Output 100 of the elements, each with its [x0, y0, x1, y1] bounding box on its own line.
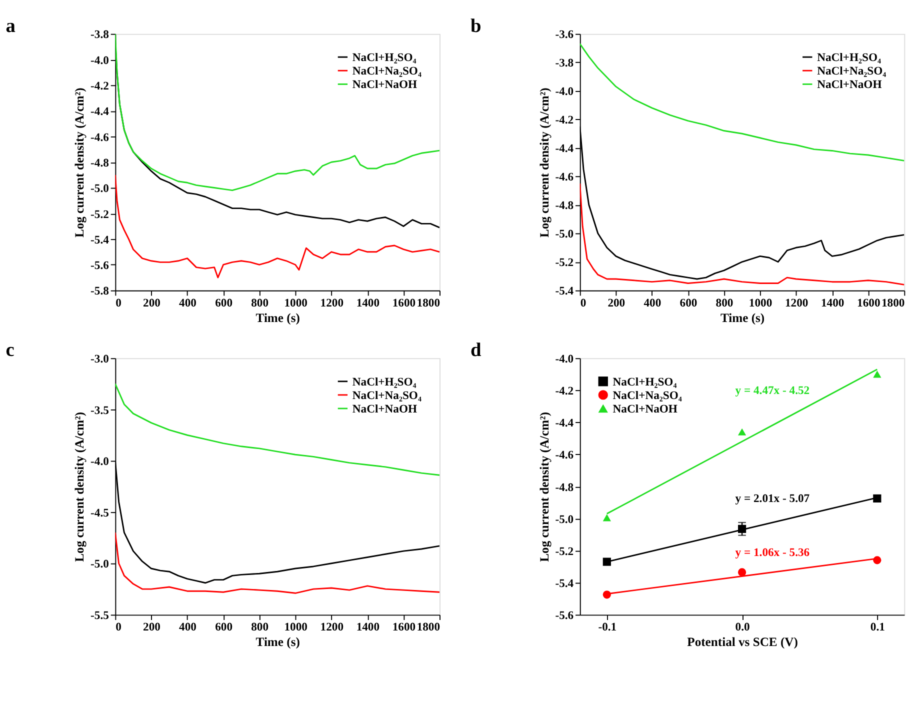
x-tick-label: 1600: [392, 296, 416, 310]
y-tick-label: -4.8: [555, 480, 574, 494]
y-tick-label: -4.2: [555, 384, 574, 398]
legend-label: NaCl+H₂SO₄: [352, 375, 417, 388]
y-tick-label: -4.8: [555, 199, 574, 212]
y-tick-label: -3.6: [555, 28, 574, 42]
x-tick-label: 400: [644, 296, 662, 310]
series-label: y = 2.01x - 5.07: [735, 492, 810, 506]
y-tick-label: -5.0: [555, 512, 574, 526]
y-tick-label: -4.2: [555, 114, 574, 127]
y-tick-label: -5.4: [555, 284, 574, 298]
line-series: [580, 43, 904, 162]
x-tick-label: 200: [143, 620, 161, 634]
x-tick-label: 0: [580, 296, 586, 310]
x-tick-label: 1600: [392, 620, 416, 634]
y-tick-label: -3.5: [90, 404, 110, 417]
y-axis-title: Log current density (A/cm²): [72, 412, 87, 562]
y-tick-label: -4.6: [555, 170, 574, 184]
line-series: [115, 532, 440, 594]
y-tick-label: -5.5: [90, 609, 110, 622]
point: [873, 556, 882, 564]
x-tick-label: 600: [680, 296, 698, 310]
x-tick-label: 1400: [821, 296, 844, 310]
point: [738, 568, 746, 576]
x-tick-label: 400: [179, 620, 197, 634]
chart-title: c: [6, 340, 15, 362]
x-tick-label: 200: [143, 296, 161, 310]
y-tick-label: -3.0: [90, 352, 110, 366]
y-tick-label: -4.4: [555, 142, 574, 156]
y-tick-label: -4.4: [90, 105, 110, 118]
x-tick-label: 800: [251, 620, 269, 634]
y-axis-title: Log current density (A/cm²): [537, 88, 552, 238]
x-tick-label: 1200: [784, 296, 808, 310]
line-series: [115, 174, 440, 278]
y-tick-label: -5.0: [90, 558, 110, 571]
chart-title: d: [470, 340, 482, 362]
legend-label: NaCl+NaOH: [352, 78, 418, 92]
x-tick-label: 0: [116, 620, 122, 634]
legend-label: NaCl+Na₂SO₄: [352, 64, 422, 78]
point: [738, 428, 746, 436]
x-tick-label: 1600: [857, 296, 880, 310]
x-tick-label: 400: [179, 296, 197, 310]
y-tick-label: -4.0: [90, 455, 110, 468]
point: [602, 558, 611, 566]
legend-label: NaCl+NaOH: [612, 402, 678, 416]
x-tick-label: 800: [251, 296, 269, 310]
point: [602, 514, 611, 522]
point: [602, 590, 611, 599]
y-tick-label: -4.0: [555, 85, 574, 98]
x-tick-label: 1000: [748, 296, 772, 310]
legend-label: NaCl+Na₂SO₄: [817, 64, 887, 78]
y-tick-label: -5.4: [555, 576, 574, 590]
legend-label: NaCl+Na₂SO₄: [612, 388, 682, 402]
x-tick-label: 1400: [356, 620, 380, 634]
x-axis-title: Time (s): [720, 310, 765, 325]
y-tick-label: -4.6: [90, 130, 110, 144]
x-tick-label: 600: [215, 620, 233, 634]
x-tick-label: 1800: [416, 296, 440, 310]
y-tick-label: -4.2: [90, 80, 110, 93]
legend-label: NaCl+Na₂SO₄: [352, 388, 422, 402]
legend-label: NaCl+H₂SO₄: [817, 50, 882, 64]
y-tick-label: -5.6: [555, 609, 574, 622]
y-tick-label: -4.8: [90, 156, 110, 170]
y-tick-label: -5.2: [555, 544, 574, 558]
legend-label: NaCl+NaOH: [817, 78, 882, 92]
x-tick-label: 800: [716, 296, 734, 310]
point: [873, 370, 882, 378]
line-series: [580, 182, 904, 286]
line-series: [115, 34, 440, 192]
x-tick-label: 1200: [320, 620, 344, 634]
y-tick-label: -5.4: [90, 233, 110, 246]
y-tick-label: -4.0: [555, 352, 574, 366]
y-tick-label: -4.5: [90, 506, 110, 520]
chart-title: b: [470, 16, 482, 37]
legend-label: NaCl+H₂SO₄: [352, 50, 417, 64]
x-tick-label: 0.0: [735, 620, 750, 634]
y-tick-label: -5.8: [90, 284, 110, 298]
x-tick-label: 1000: [284, 620, 308, 634]
y-tick-label: -3.8: [555, 56, 574, 70]
legend-label: NaCl+NaOH: [352, 402, 418, 416]
y-tick-label: -5.0: [555, 228, 574, 241]
x-tick-label: -0.1: [598, 620, 617, 634]
y-tick-label: -4.6: [555, 448, 574, 462]
x-tick-label: 0: [116, 296, 122, 310]
chart-title: a: [6, 16, 16, 37]
y-tick-label: -4.4: [555, 416, 574, 430]
y-tick-label: -5.6: [90, 259, 110, 272]
x-tick-label: 600: [215, 296, 233, 310]
series-label: y = 1.06x - 5.36: [735, 546, 810, 559]
x-axis-title: Time (s): [256, 310, 300, 325]
x-axis-title: Potential vs SCE (V): [687, 635, 798, 650]
y-tick-label: -5.2: [555, 256, 574, 270]
x-tick-label: 1000: [284, 296, 308, 310]
legend-label: NaCl+H₂SO₄: [612, 375, 678, 388]
y-axis-title: Log current density (A/cm²): [537, 412, 552, 562]
x-tick-label: 1800: [881, 296, 905, 310]
x-tick-label: 1200: [320, 296, 344, 310]
y-tick-label: -4.0: [90, 54, 110, 67]
x-tick-label: 1800: [416, 620, 440, 634]
x-axis-title: Time (s): [256, 635, 300, 650]
